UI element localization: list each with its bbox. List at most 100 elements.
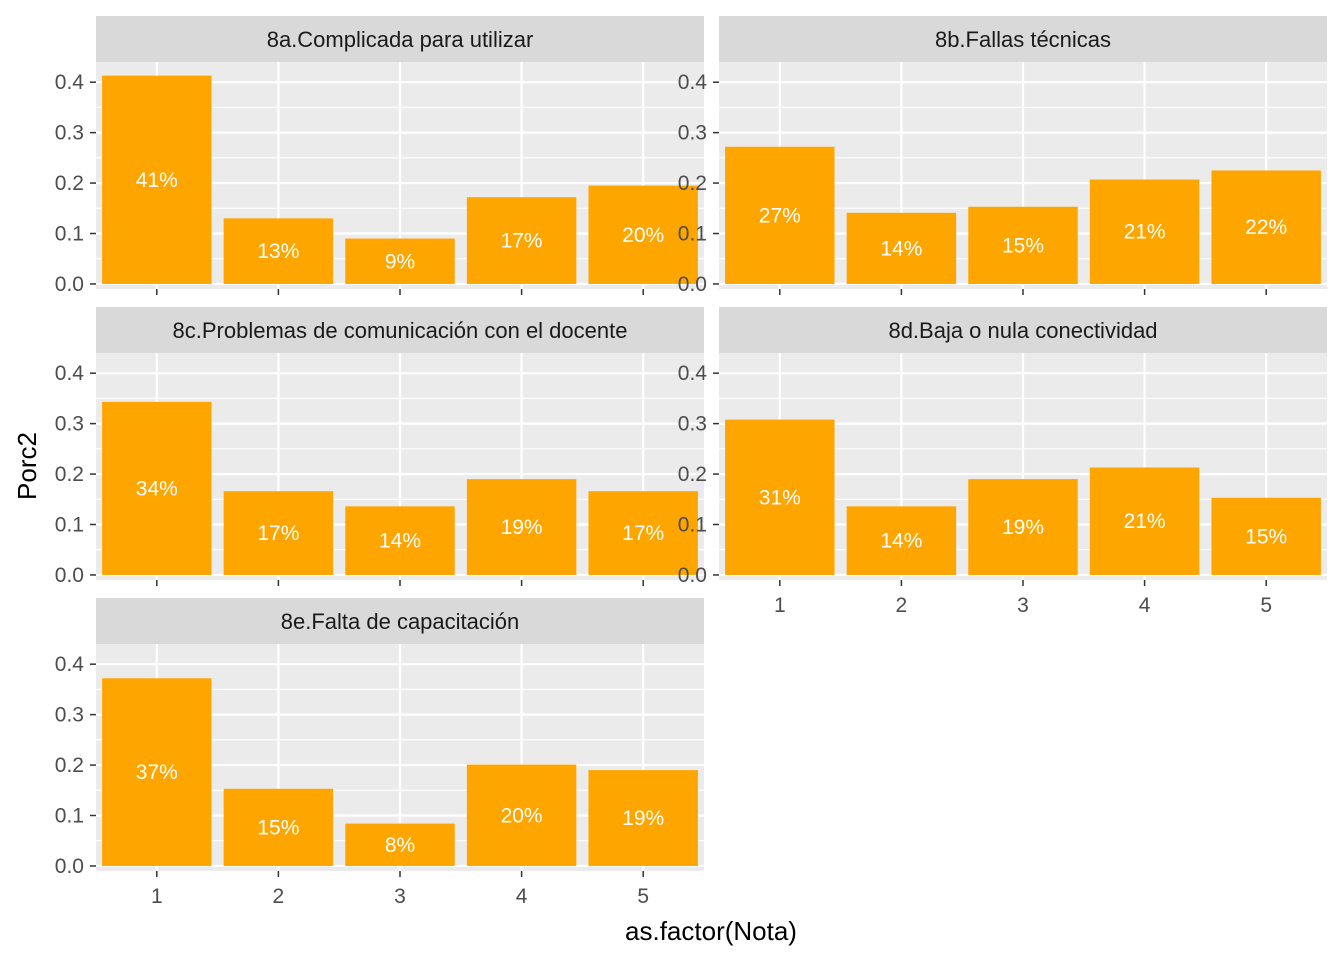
facet-panel: 8b.Fallas técnicas 27% 14% 15% 21% 22% 0.0 0.1 0… [678,16,1327,296]
bar-label: 21% [1124,510,1166,533]
x-tick-label: 3 [394,885,406,908]
y-tick-label: 0.1 [55,223,84,246]
bar-label: 34% [136,477,178,500]
bar [345,823,455,866]
y-tick-label: 0.3 [678,122,707,145]
bar-label: 41% [136,169,178,192]
y-tick-label: 0.0 [55,855,84,878]
y-tick-label: 0.0 [678,273,707,296]
bar-label: 19% [622,807,664,830]
bar-label: 9% [385,250,415,273]
facet-strip-title: 8d.Baja o nula conectividad [888,318,1157,343]
bar-label: 17% [501,230,543,253]
bar-label: 17% [622,522,664,545]
bar-label: 20% [501,804,543,827]
x-tick-label: 4 [516,885,528,908]
facet-strip-title: 8e.Falta de capacitación [281,609,520,634]
x-tick-label: 4 [1139,594,1151,617]
facet-strip-title: 8b.Fallas técnicas [935,27,1111,52]
bar [102,75,212,284]
bar-label: 13% [257,240,299,263]
y-tick-label: 0.4 [55,362,85,385]
facet-panel: 8c.Problemas de comunicación con el doce… [55,307,704,587]
bar [725,419,835,575]
y-tick-label: 0.2 [678,172,707,195]
y-tick-label: 0.2 [55,754,84,777]
y-tick-label: 0.0 [55,273,84,296]
bar [102,401,212,575]
bar [968,206,1078,284]
x-axis-title: as.factor(Nota) [625,916,797,946]
y-tick-label: 0.1 [55,514,84,537]
y-tick-label: 0.0 [678,564,707,587]
bar-label: 8% [385,834,415,857]
x-tick-label: 3 [1017,594,1029,617]
bar-label: 14% [379,530,421,553]
y-tick-label: 0.4 [55,71,85,94]
facet-strip [96,598,704,644]
bar [588,491,698,575]
bar-label: 37% [136,761,178,784]
x-tick-label: 5 [1260,594,1272,617]
y-tick-label: 0.1 [678,514,707,537]
bar-label: 19% [501,516,543,539]
facet-strip [96,16,704,62]
facet-panel: 8e.Falta de capacitación 37% 15% 8% 20% 19% 0.… [55,598,704,908]
bar [345,506,455,575]
x-tick-label: 5 [637,885,649,908]
bar [1089,179,1200,284]
bar [846,212,957,284]
x-tick-label: 1 [774,594,786,617]
bar [223,491,334,575]
facet-strip-title: 8c.Problemas de comunicación con el doce… [173,318,628,343]
y-tick-label: 0.4 [678,362,708,385]
y-tick-label: 0.0 [55,564,84,587]
bar-label: 31% [759,486,801,509]
bar [968,479,1078,575]
x-tick-label: 1 [151,885,163,908]
facet-strip [719,307,1327,353]
bar [345,238,455,284]
bar [846,506,957,575]
bar [1089,467,1200,575]
bar-label: 15% [257,816,299,839]
y-tick-label: 0.4 [55,653,85,676]
x-tick-label: 2 [896,594,908,617]
bar [1211,497,1321,575]
bar [1211,170,1321,284]
bar [223,218,334,284]
bar [466,479,577,575]
x-tick-label: 2 [273,885,285,908]
bar-label: 15% [1002,234,1044,257]
bar-label: 15% [1245,525,1287,548]
facet-strip-title: 8a.Complicada para utilizar [267,27,534,52]
bar [466,197,577,284]
bar-label: 14% [880,530,922,553]
bar [588,185,698,284]
bar [102,678,212,866]
bar [588,770,698,866]
y-tick-label: 0.3 [55,122,84,145]
y-tick-label: 0.2 [55,172,84,195]
facet-strip [96,307,704,353]
bar [223,788,334,866]
y-tick-label: 0.3 [55,413,84,436]
bar [466,764,577,866]
y-tick-label: 0.1 [55,805,84,828]
bar-label: 19% [1002,516,1044,539]
facet-strip [719,16,1327,62]
y-tick-label: 0.3 [55,704,84,727]
y-axis-title: Porc2 [12,432,42,500]
y-tick-label: 0.2 [55,463,84,486]
y-tick-label: 0.3 [678,413,707,436]
bar-label: 17% [257,522,299,545]
bar-label: 22% [1245,216,1287,239]
facet-panel: 8d.Baja o nula conectividad 31% 14% 19% 21% 1… [678,307,1327,617]
bar-label: 27% [759,204,801,227]
bar-label: 14% [880,237,922,260]
bar-label: 20% [622,224,664,247]
y-tick-label: 0.4 [678,71,708,94]
bar [725,146,835,284]
